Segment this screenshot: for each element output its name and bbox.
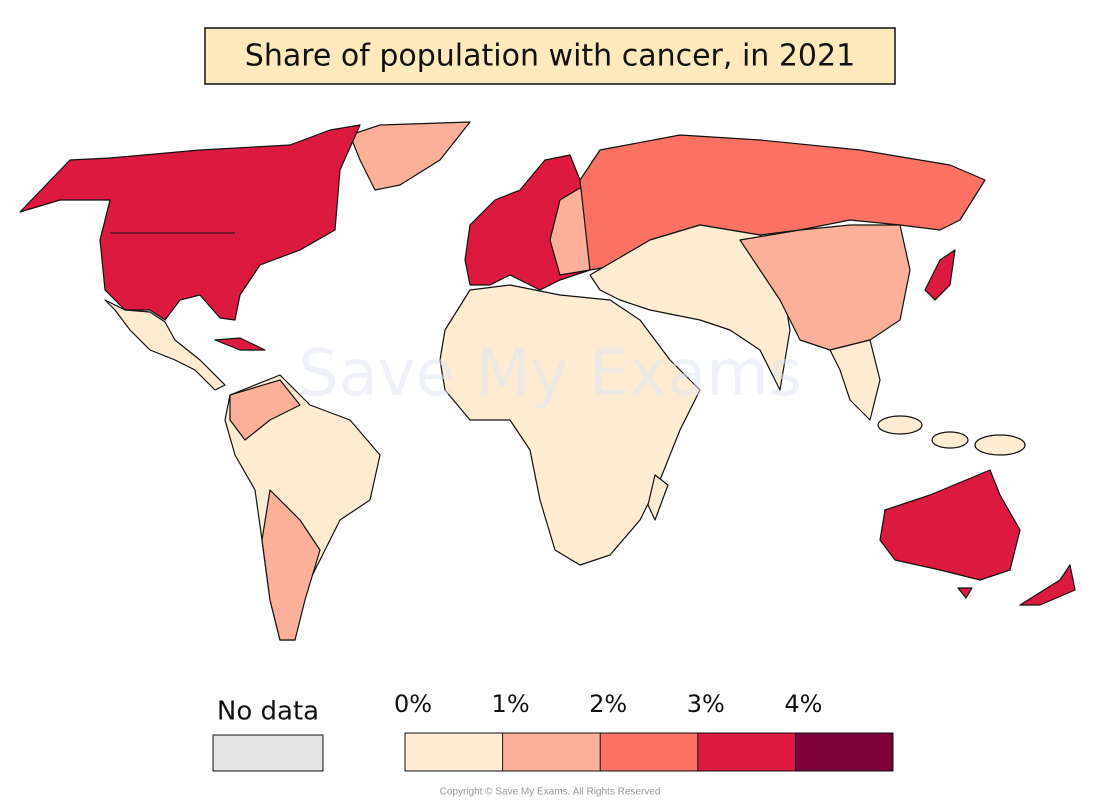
color-bin — [600, 733, 698, 771]
southeast-asia — [829, 339, 881, 421]
color-bin — [795, 733, 893, 771]
japan — [924, 249, 956, 301]
madagascar — [647, 474, 669, 521]
island — [931, 431, 969, 449]
tasmania — [957, 587, 973, 599]
title: Share of population with cancer, in 2021 — [245, 39, 855, 74]
australia — [879, 469, 1021, 581]
north-america — [19, 124, 361, 321]
new-zealand — [1019, 564, 1076, 606]
cuba — [214, 337, 266, 351]
tick-label: 0% — [394, 690, 432, 718]
color-bin — [405, 733, 503, 771]
watermark: Save My Exams — [298, 337, 802, 411]
china — [739, 224, 911, 351]
footer: Copyright © Save My Exams. All Rights Re… — [440, 787, 661, 798]
color-scale: 0% 1% 2% 3% 4% — [394, 690, 894, 772]
asia — [589, 224, 791, 391]
title-box — [204, 27, 896, 85]
colombia-venezuela — [229, 379, 301, 441]
island — [877, 415, 923, 435]
island — [974, 434, 1026, 456]
greenland — [349, 121, 471, 191]
color-bin — [697, 733, 796, 771]
color-bin — [502, 733, 601, 771]
tick-label: 2% — [589, 690, 627, 718]
central-america — [104, 299, 226, 391]
africa — [439, 284, 701, 566]
tick-label: 1% — [492, 690, 530, 718]
world-map — [19, 121, 1076, 641]
no-data-label: No data — [217, 697, 319, 727]
no-data-swatch — [212, 734, 324, 772]
chile-argentina — [261, 489, 321, 641]
tick-label: 3% — [687, 690, 725, 718]
tick-label: 4% — [784, 690, 822, 718]
